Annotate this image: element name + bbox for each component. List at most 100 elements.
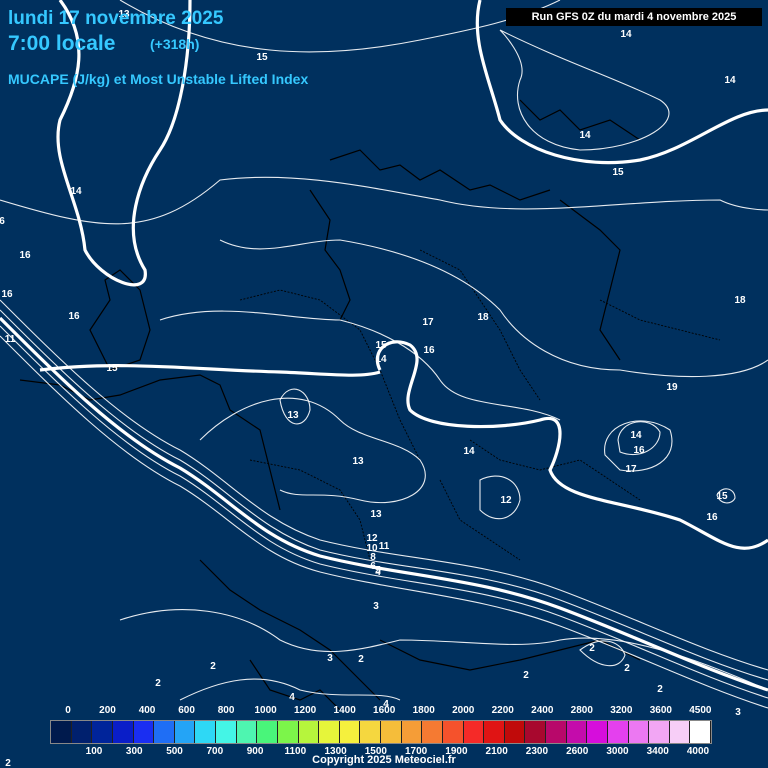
legend-swatch <box>319 721 340 743</box>
legend-swatch <box>133 721 155 743</box>
legend-swatch <box>339 721 361 743</box>
legend-swatch <box>277 721 299 743</box>
legend-top-label: 1000 <box>254 705 277 716</box>
legend-top-label: 800 <box>217 705 235 716</box>
legend-top-label: 3600 <box>649 705 672 716</box>
legend-swatch <box>546 721 567 743</box>
legend-bottom-label: 1300 <box>324 746 347 757</box>
isoline-label: 16 <box>706 512 718 523</box>
isoline-label: 15 <box>375 340 387 351</box>
isoline-label: 11 <box>5 334 16 345</box>
isoline-label: 3 <box>735 707 741 718</box>
isoline-label: 6 <box>0 216 5 227</box>
isoline-label: 2 <box>358 654 364 665</box>
legend-swatch <box>174 721 196 743</box>
isoline-label: 14 <box>630 430 642 441</box>
parameter-title: MUCAPE (J/kg) et Most Unstable Lifted In… <box>8 71 309 87</box>
isoline-label: 16 <box>1 289 13 300</box>
legend-swatch <box>504 721 526 743</box>
legend-swatch <box>442 721 464 743</box>
legend-bottom-label: 300 <box>125 746 143 757</box>
isoline-label: 15 <box>612 167 624 178</box>
legend-swatch <box>216 721 237 743</box>
legend-bottom-label: 2100 <box>485 746 508 757</box>
isoline-label: 13 <box>118 9 130 20</box>
isoline-label: 3 <box>373 601 379 612</box>
legend-swatch <box>649 721 670 743</box>
isoline-label: 12 <box>500 495 512 506</box>
legend-swatch <box>381 721 402 743</box>
isoline-label: 16 <box>423 345 435 356</box>
legend-swatch <box>669 721 691 743</box>
isoline-label: 18 <box>477 312 489 323</box>
isoline-label: 2 <box>155 678 161 689</box>
isoline-label: 2 <box>624 663 630 674</box>
legend-top-label: 0 <box>65 705 71 716</box>
isoline-label: 2 <box>523 670 529 681</box>
legend-swatch <box>92 721 113 743</box>
legend-bottom-label: 4000 <box>686 746 710 757</box>
color-legend-bar <box>50 720 712 744</box>
isoline-label: 14 <box>463 446 475 457</box>
legend-bottom-label: 2600 <box>566 746 589 757</box>
legend-swatch <box>298 721 320 743</box>
isoline-label: 11 <box>379 541 390 552</box>
legend-swatch <box>628 721 650 743</box>
isoline-label: 3 <box>327 653 333 664</box>
legend-swatch <box>690 721 711 743</box>
legend-swatch <box>195 721 216 743</box>
legend-swatch <box>154 721 175 743</box>
isoline-label: 13 <box>287 410 299 421</box>
copyright-text: Copyright 2025 Meteociel.fr <box>312 754 456 766</box>
legend-top-label: 1600 <box>373 705 396 716</box>
isoline-label: 17 <box>625 464 637 475</box>
isoline-label: 14 <box>70 186 82 197</box>
legend-swatch <box>257 721 278 743</box>
legend-bottom-label: 100 <box>85 746 103 757</box>
legend-bottom-label: 500 <box>166 746 183 757</box>
legend-bottom-label: 1900 <box>445 746 468 757</box>
isoline-label: 5 <box>375 565 381 576</box>
isoline-label: 4 <box>383 699 389 710</box>
legend-top-label: 600 <box>178 705 195 716</box>
legend-swatch <box>525 721 546 743</box>
legend-top-label: 1400 <box>333 705 356 716</box>
legend-swatch <box>422 721 443 743</box>
isoline-labels: 13 15 14 14 14 15 14 16 6 16 16 11 18 17 18 15 14 16 15 19 1… <box>0 9 746 768</box>
legend-top-label: 2200 <box>491 705 514 716</box>
legend-bottom-label: 3000 <box>606 746 629 757</box>
isoline-label: 2 <box>657 684 663 695</box>
legend-top-label: 3200 <box>610 705 633 716</box>
legend-swatch <box>360 721 381 743</box>
isoline-label: 2 <box>210 661 216 672</box>
run-info-box: Run GFS 0Z du mardi 4 novembre 2025 <box>506 8 762 26</box>
isoline-label: 14 <box>620 29 632 40</box>
legend-bottom-label: 2300 <box>525 746 549 757</box>
legend-top-label: 1200 <box>294 705 317 716</box>
legend-top-label: 2400 <box>531 705 554 716</box>
isoline-label: 2 <box>589 643 595 654</box>
legend-swatch <box>607 721 629 743</box>
legend-swatch <box>463 721 485 743</box>
isoline-label: 14 <box>724 75 736 86</box>
isoline-label: 15 <box>716 491 728 502</box>
legend-top-label: 4500 <box>689 705 712 716</box>
isoline-label: 16 <box>633 445 645 456</box>
legend-swatch <box>51 721 72 743</box>
legend-top-label: 1800 <box>412 705 435 716</box>
legend-bottom-label: 700 <box>206 746 224 757</box>
forecast-offset: (+318h) <box>150 36 200 52</box>
legend-bottom-label: 1100 <box>284 746 307 757</box>
legend-top-label: 2000 <box>452 705 475 716</box>
isoline-label: 4 <box>375 567 381 578</box>
legend-bottom-label: 1700 <box>405 746 428 757</box>
isoline-label: 14 <box>375 354 387 365</box>
isoline-label: 19 <box>666 382 678 393</box>
isolines <box>0 0 768 709</box>
isoline-label: 17 <box>422 317 434 328</box>
isoline-label: 16 <box>19 250 31 261</box>
legend-swatch <box>236 721 258 743</box>
isoline-label: 15 <box>256 52 268 63</box>
legend-top-label: 200 <box>99 705 116 716</box>
